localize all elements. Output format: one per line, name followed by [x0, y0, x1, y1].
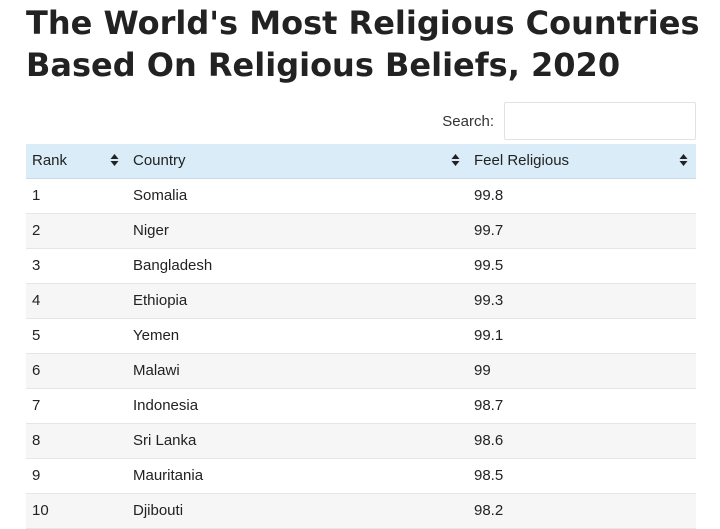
cell-country: Niger [127, 213, 468, 249]
cell-feel-religious: 98.6 [468, 423, 696, 459]
table-row: 7 Indonesia 98.7 [26, 388, 696, 424]
search-bar: Search: [26, 102, 696, 142]
search-label: Search: [442, 113, 494, 130]
cell-feel-religious: 99.8 [468, 178, 696, 214]
sort-both-icon [451, 154, 460, 166]
table-row: 6 Malawi 99 [26, 353, 696, 389]
cell-rank: 3 [26, 248, 127, 284]
cell-country: Malawi [127, 353, 468, 389]
cell-country: Sri Lanka [127, 423, 468, 459]
table-row: 2 Niger 99.7 [26, 213, 696, 249]
cell-country: Indonesia [127, 388, 468, 424]
cell-feel-religious: 99.5 [468, 248, 696, 284]
cell-rank: 4 [26, 283, 127, 319]
cell-rank: 7 [26, 388, 127, 424]
data-table: Rank Country Feel Religious [26, 144, 696, 529]
column-header-label: Rank [32, 152, 68, 170]
cell-country: Ethiopia [127, 283, 468, 319]
cell-rank: 1 [26, 178, 127, 214]
table-row: 3 Bangladesh 99.5 [26, 248, 696, 284]
column-header-label: Feel Religious [474, 152, 570, 170]
cell-feel-religious: 98.5 [468, 458, 696, 494]
cell-feel-religious: 99.1 [468, 318, 696, 354]
cell-country: Somalia [127, 178, 468, 214]
column-header-label: Country [133, 152, 186, 170]
page-title: The World's Most Religious Countries Bas… [26, 4, 700, 84]
cell-rank: 2 [26, 213, 127, 249]
cell-country: Yemen [127, 318, 468, 354]
table-row: 1 Somalia 99.8 [26, 178, 696, 214]
cell-feel-religious: 98.7 [468, 388, 696, 424]
cell-rank: 6 [26, 353, 127, 389]
table-header-row: Rank Country Feel Religious [26, 144, 696, 179]
cell-feel-religious: 99.3 [468, 283, 696, 319]
cell-country: Mauritania [127, 458, 468, 494]
search-input[interactable] [504, 102, 696, 140]
cell-rank: 5 [26, 318, 127, 354]
table-row: 4 Ethiopia 99.3 [26, 283, 696, 319]
column-header-rank[interactable]: Rank [26, 144, 127, 179]
table-row: 5 Yemen 99.1 [26, 318, 696, 354]
table-row: 9 Mauritania 98.5 [26, 458, 696, 494]
cell-rank: 8 [26, 423, 127, 459]
cell-feel-religious: 99 [468, 353, 696, 389]
cell-country: Bangladesh [127, 248, 468, 284]
sort-both-icon [110, 154, 119, 166]
sort-both-icon [679, 154, 688, 166]
table-row: 8 Sri Lanka 98.6 [26, 423, 696, 459]
column-header-country[interactable]: Country [127, 144, 468, 179]
column-header-feel-religious[interactable]: Feel Religious [468, 144, 696, 179]
cell-feel-religious: 99.7 [468, 213, 696, 249]
cell-rank: 9 [26, 458, 127, 494]
